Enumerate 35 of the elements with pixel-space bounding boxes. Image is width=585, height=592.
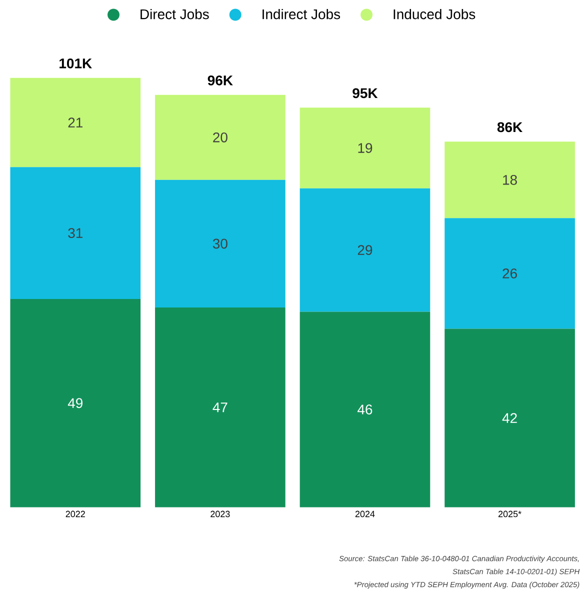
legend-label: Induced Jobs [394,8,476,20]
x-tick-label: 2024 [355,510,375,518]
legend-label: Direct Jobs [140,8,209,20]
bar [444,218,575,329]
data-label: 42 [502,413,517,423]
bar [444,328,575,508]
total-label: 101K [59,58,92,68]
bar [10,78,140,168]
x-tick-label: 2025* [498,510,522,518]
bar [10,167,140,299]
total-label: 95K [352,88,378,98]
bar [300,312,430,508]
x-tick-label: 2022 [66,510,85,518]
bar [154,94,286,180]
bar [444,142,575,218]
data-label: 49 [68,398,82,408]
total-label: 96K [208,75,233,86]
data-label: 30 [212,238,228,249]
data-label: 29 [358,245,372,256]
data-label: 26 [502,268,517,278]
data-label: 46 [357,404,372,414]
data-label: 21 [68,118,82,128]
x-tick-label: 2023 [210,510,230,518]
data-label: 31 [68,228,82,238]
bar [154,307,286,508]
bar [154,180,286,308]
total-label: 86K [497,122,522,132]
bar [300,108,430,188]
bar [10,298,140,508]
bar [300,188,430,312]
data-label: 20 [213,132,228,142]
data-label: 47 [212,402,228,412]
legend-label: Indirect Jobs [262,8,340,20]
data-label: 19 [358,143,372,153]
data-label: 18 [502,174,517,185]
